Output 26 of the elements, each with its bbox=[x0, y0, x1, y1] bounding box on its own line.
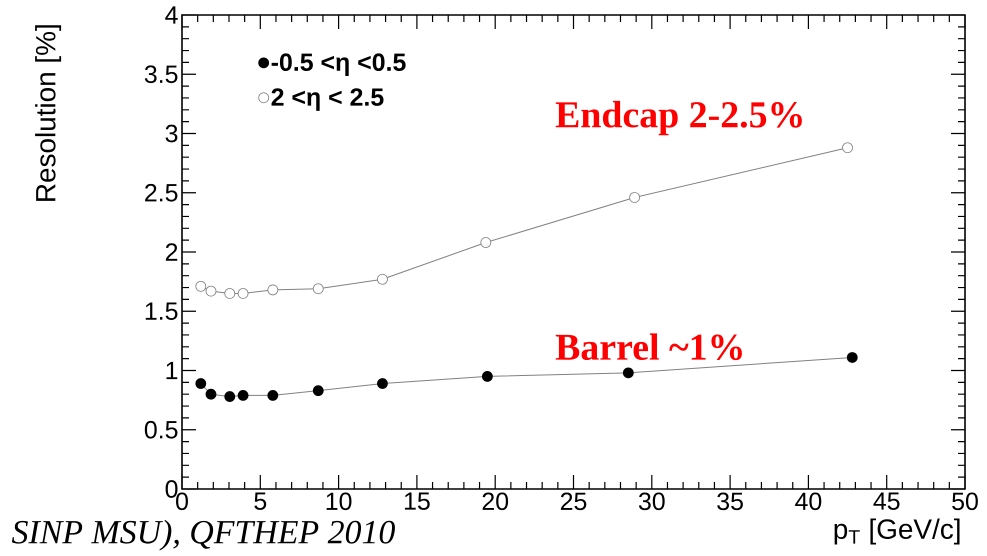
text: SINP MSU), QFTHEP 2010 bbox=[12, 520, 395, 550]
annotation: Barrel ~1% bbox=[556, 333, 742, 360]
y-tick-label: 1.5 bbox=[146, 302, 178, 320]
y-tick-label: 3.5 bbox=[144, 65, 178, 84]
x-tick-label: 20 bbox=[482, 492, 508, 510]
y-tick-label: 0.5 bbox=[144, 420, 178, 439]
y-tick-label: 4 bbox=[165, 6, 178, 24]
x-tick-label: 45 bbox=[873, 492, 900, 510]
x-tick-label: 15 bbox=[404, 492, 430, 510]
annotation: Endcap 2-2.5% bbox=[556, 100, 802, 136]
x-tick-label: 5 bbox=[254, 492, 266, 510]
y-tick-label: 3 bbox=[166, 124, 178, 142]
y-tick-label: 1 bbox=[166, 362, 178, 380]
y-axis-title: Resolution [%] bbox=[35, 25, 62, 201]
x-axis-title: p$_{T}$ [GeV/c] bbox=[834, 518, 960, 545]
y-tick-label: 2.5 bbox=[145, 184, 178, 202]
x-tick-label: 25 bbox=[560, 492, 586, 510]
y-tick-label: 0 bbox=[166, 480, 178, 498]
legend-label: 2 <η < 2.5 bbox=[272, 88, 384, 111]
x-tick-label: 10 bbox=[326, 492, 352, 510]
x-tick-label: 35 bbox=[717, 492, 743, 510]
x-tick-label: 30 bbox=[638, 492, 665, 510]
legend-label: -0.5 <η <0.5 bbox=[272, 53, 406, 76]
x-tick-label: 50 bbox=[952, 492, 978, 510]
x-tick-label: 40 bbox=[795, 492, 822, 510]
y-tick-label: 2 bbox=[166, 243, 178, 261]
